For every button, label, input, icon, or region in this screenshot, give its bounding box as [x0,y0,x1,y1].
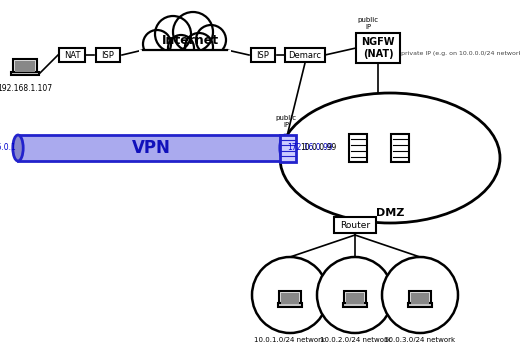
Bar [411,293,429,303]
Text: NAT: NAT [64,51,80,60]
Circle shape [317,257,393,333]
Bar [346,293,364,303]
Bar [96,48,120,62]
Text: 10.0.3.0/24 network: 10.0.3.0/24 network [384,337,456,342]
Text: 10.0.0.99: 10.0.0.99 [300,144,336,153]
Text: public
IP: public IP [276,115,296,128]
Circle shape [382,257,458,333]
Circle shape [168,35,194,61]
Ellipse shape [280,93,500,223]
Bar [344,291,366,305]
Bar [281,293,299,303]
Ellipse shape [13,135,23,161]
Bar [278,303,303,306]
Circle shape [143,30,171,58]
Text: 172.16.0.99: 172.16.0.99 [287,144,333,153]
Text: 192.168.1.107: 192.168.1.107 [0,84,53,93]
Text: 10.0.1.0/24 network: 10.0.1.0/24 network [254,337,326,342]
Circle shape [185,33,213,61]
Text: 172.16.0.1: 172.16.0.1 [0,144,16,153]
Bar [251,48,275,62]
Bar [408,303,433,306]
Bar [343,303,368,306]
Bar [11,72,38,75]
Bar [280,134,296,161]
Text: private IP (e.g. on 10.0.0.0/24 network): private IP (e.g. on 10.0.0.0/24 network) [401,51,520,55]
Bar [356,33,400,63]
Bar [349,134,367,162]
Ellipse shape [280,135,290,161]
Bar [334,217,376,233]
Bar [18,135,285,161]
Bar [285,48,325,62]
Circle shape [155,16,191,52]
Circle shape [196,25,226,55]
Bar [409,291,431,305]
Text: ISP: ISP [256,51,269,60]
Bar [59,48,85,62]
Bar [279,291,301,305]
Bar [13,58,37,74]
Text: Demarc: Demarc [289,51,321,60]
Text: VPN: VPN [132,139,171,157]
Text: DMZ: DMZ [376,208,404,218]
Bar [392,134,409,162]
Bar [15,61,35,72]
Text: ISP: ISP [101,51,114,60]
Text: Internet: Internet [161,34,218,47]
Text: Router: Router [340,221,370,229]
Text: public
IP: public IP [357,17,379,30]
Circle shape [252,257,328,333]
Bar [139,50,231,70]
Circle shape [173,12,213,52]
Text: 10.0.2.0/24 network: 10.0.2.0/24 network [319,337,391,342]
Text: NGFW
(NAT): NGFW (NAT) [361,37,395,59]
